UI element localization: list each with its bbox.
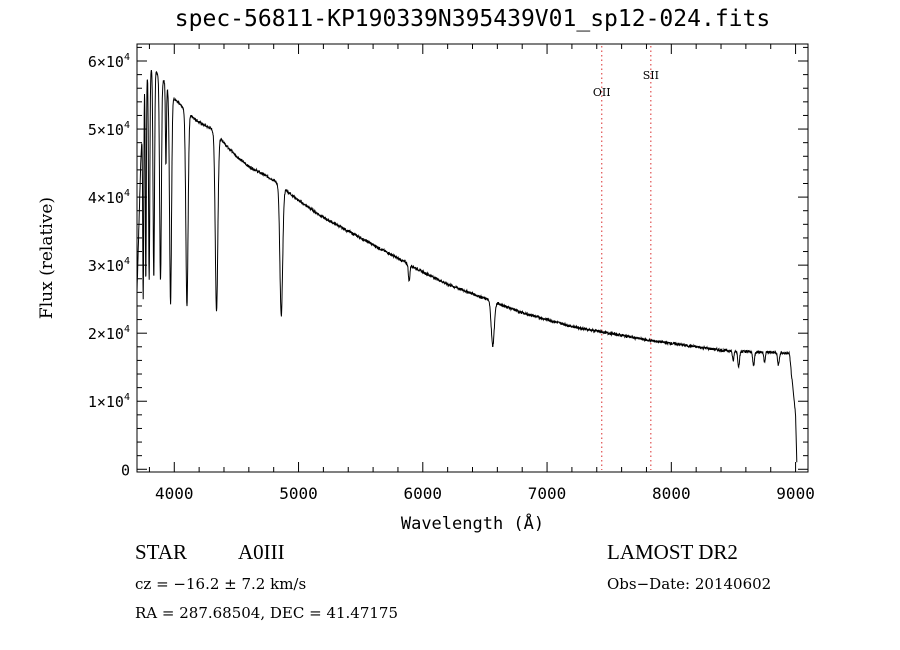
y-tick-label: 2×104 [88,324,130,343]
x-tick-label: 7000 [528,484,567,503]
object-class: STAR [135,540,187,564]
x-tick-label: 9000 [776,484,815,503]
y-tick-label: 4×104 [88,188,130,207]
spectrum-line [136,69,798,463]
ra-dec-coordinates: RA = 287.68504, DEC = 41.47175 [135,604,399,622]
redshift-velocity: cz = −16.2 ± 7.2 km/s [135,575,307,593]
x-tick-label: 5000 [279,484,318,503]
marker-label-oii: OII [593,86,611,99]
plot-frame [136,43,809,473]
x-tick-label: 8000 [652,484,691,503]
x-axis-label: Wavelength (Å) [401,512,544,534]
y-tick-label: 0 [121,461,130,479]
object-subclass: A0III [238,540,285,564]
y-tick-label: 3×104 [88,256,130,275]
x-tick-label: 4000 [155,484,194,503]
y-tick-label: 6×104 [88,52,130,71]
y-axis-label: Flux (relative) [37,197,57,319]
chart-title: spec-56811-KP190339N395439V01_sp12-024.f… [174,6,771,32]
observation-date: Obs−Date: 20140602 [607,575,772,593]
y-tick-label: 1×104 [88,392,130,411]
x-tick-label: 6000 [404,484,443,503]
y-tick-label: 5×104 [88,120,130,139]
survey-name: LAMOST DR2 [607,540,738,564]
marker-label-sii: SII [643,69,659,82]
